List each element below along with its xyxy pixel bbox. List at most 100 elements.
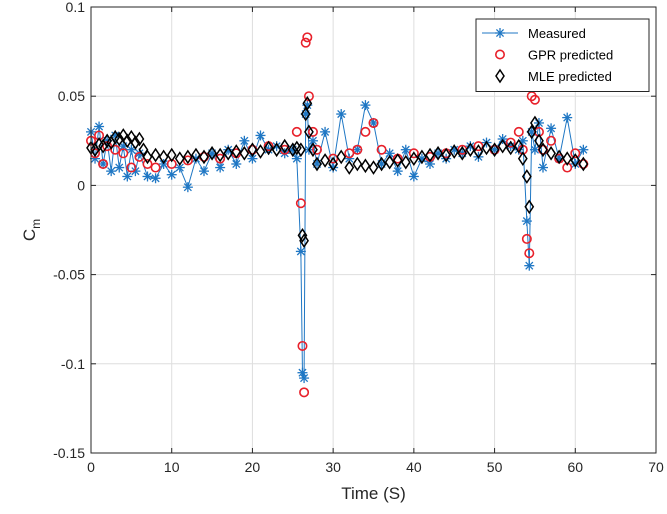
- measured-point-stroke: [538, 163, 548, 172]
- gpr-point: [344, 148, 355, 159]
- measured-point-stroke: [369, 118, 378, 128]
- gpr-point: [118, 148, 129, 159]
- measured-point: [529, 144, 540, 155]
- gpr-point: [529, 94, 540, 105]
- mle-point: [352, 156, 363, 172]
- measured-point-stroke: [522, 217, 531, 226]
- mle-point: [166, 147, 177, 163]
- measured-point-stroke: [417, 154, 426, 163]
- mle-point: [344, 160, 355, 175]
- mle-point: [300, 106, 311, 122]
- gpr-point: [408, 148, 419, 159]
- mle-point: [142, 149, 153, 165]
- measured-point-stroke: [308, 136, 318, 145]
- x-tick-label: 20: [245, 459, 261, 475]
- measured-point: [320, 126, 331, 137]
- mle-point: [231, 144, 242, 159]
- mle-point: [481, 140, 492, 156]
- mle-point: [538, 142, 548, 158]
- gpr-point: [524, 248, 535, 259]
- x-tick-label: 0: [87, 459, 95, 475]
- gpr-point: [215, 153, 226, 164]
- measured-point-stroke: [199, 167, 209, 176]
- measured-point-stroke: [123, 172, 132, 181]
- measured-point-stroke: [579, 145, 588, 154]
- mle-point: [297, 227, 308, 243]
- measured-point: [546, 123, 557, 134]
- measured-point: [142, 171, 153, 182]
- measured-point-stroke: [495, 28, 505, 38]
- measured-point-stroke: [292, 154, 301, 163]
- mle-point: [517, 151, 528, 166]
- gpr-point: [328, 153, 339, 164]
- measured-point-stroke: [303, 101, 312, 110]
- measured-point-stroke: [393, 167, 402, 176]
- mle-point: [392, 153, 403, 168]
- measured-point-stroke: [296, 247, 305, 256]
- measured-point-stroke: [143, 172, 152, 181]
- x-tick-label: 30: [325, 459, 341, 475]
- x-tick-label: 10: [164, 459, 180, 475]
- mle-point: [287, 142, 298, 158]
- measured-point-stroke: [525, 261, 534, 270]
- legend-label: GPR predicted: [528, 48, 613, 63]
- gpr-point: [376, 144, 387, 155]
- measured-point-stroke: [216, 163, 225, 172]
- gpr-point: [311, 144, 322, 155]
- mle-point: [271, 142, 282, 158]
- mle-point: [336, 149, 347, 165]
- measured-point-stroke: [99, 159, 108, 169]
- gpr-point: [494, 49, 505, 60]
- gpr-point: [368, 117, 379, 128]
- gpr-point: [570, 148, 581, 159]
- gpr-point: [302, 32, 313, 43]
- gpr-point: [352, 144, 363, 155]
- x-tick-label: 60: [567, 459, 583, 475]
- legend-item-2: MLE predicted: [495, 68, 612, 84]
- mle-point: [441, 147, 452, 163]
- series-2: [86, 95, 589, 249]
- mle-point: [320, 153, 330, 168]
- measured-point: [307, 135, 318, 146]
- measured-point: [239, 135, 250, 146]
- measured-point-stroke: [530, 145, 539, 154]
- mle-point: [489, 142, 500, 158]
- measured-point-stroke: [167, 170, 176, 179]
- measured-point-stroke: [248, 154, 257, 163]
- gpr-point: [299, 387, 310, 398]
- measured-point-stroke: [361, 101, 370, 110]
- y-tick-label: -0.05: [53, 267, 85, 283]
- mle-point: [554, 149, 565, 165]
- gpr-point: [473, 141, 484, 152]
- measured-point-stroke: [240, 136, 249, 145]
- x-tick-label: 70: [648, 459, 664, 475]
- mle-point: [328, 156, 339, 172]
- measured-point-stroke: [131, 167, 140, 176]
- x-tick-label: 40: [406, 459, 422, 475]
- mle-point: [534, 133, 544, 149]
- mle-point: [191, 147, 201, 163]
- gpr-point: [182, 155, 193, 166]
- measured-point: [352, 144, 363, 155]
- measured-point: [215, 162, 226, 173]
- y-tick-label: -0.1: [61, 356, 85, 372]
- mle-point: [400, 154, 411, 170]
- y-tick-label: -0.15: [53, 445, 85, 461]
- mle-point: [130, 135, 141, 150]
- measured-point: [255, 130, 266, 141]
- measured-point-stroke: [337, 109, 346, 119]
- x-axis-label: Time (S): [341, 484, 406, 503]
- measured-point: [122, 171, 133, 182]
- y-tick-label: 0: [77, 177, 85, 193]
- gpr-point: [98, 158, 109, 169]
- mle-point: [425, 147, 435, 163]
- gpr-point: [521, 233, 532, 244]
- measured-point: [182, 182, 193, 193]
- measured-point: [524, 260, 535, 271]
- mle-point: [247, 142, 258, 158]
- measured-point-stroke: [115, 163, 124, 172]
- mle-point: [449, 144, 460, 159]
- x-tick-label: 50: [487, 459, 503, 475]
- gpr-point: [505, 137, 516, 148]
